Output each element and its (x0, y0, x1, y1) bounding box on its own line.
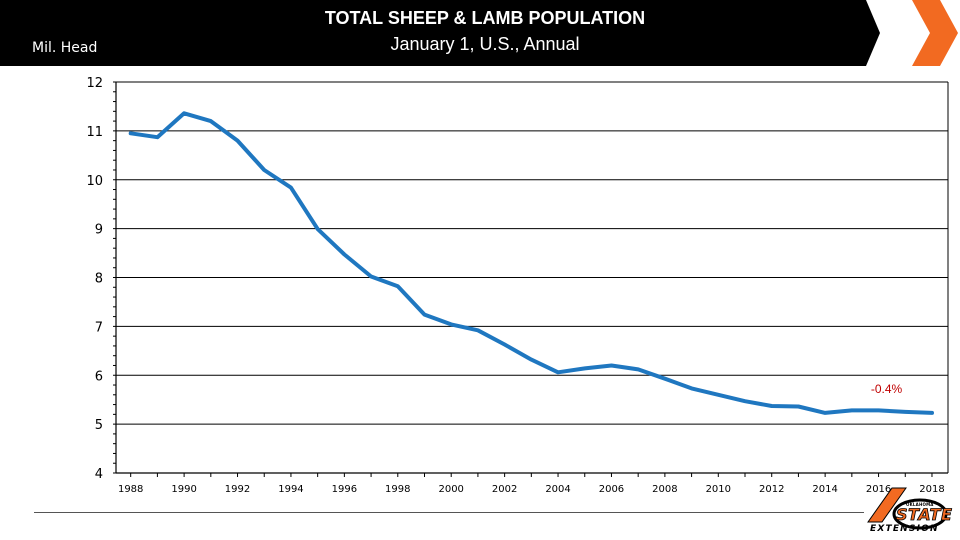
header-black-band (0, 0, 880, 66)
x-tick-label: 1990 (171, 484, 196, 495)
logo-mark (867, 487, 948, 530)
x-tick-label: 2000 (438, 484, 463, 495)
logo-sub-text: EXTENSION (870, 524, 939, 534)
x-tick-label: 2004 (545, 484, 570, 495)
next-chevron-icon[interactable] (912, 0, 958, 66)
x-tick-label: 2002 (492, 484, 517, 495)
y-tick-label: 8 (95, 272, 103, 287)
x-tick-label: 2014 (812, 484, 837, 495)
x-tick-label: 2006 (599, 484, 624, 495)
x-tick-label: 1992 (225, 484, 250, 495)
logo-top-text: OKLAHOMA (906, 502, 934, 507)
change-annotation: -0.4% (871, 382, 903, 396)
y-tick-label: 11 (86, 125, 103, 140)
y-tick-label: 9 (95, 223, 103, 238)
x-tick-label: 2018 (919, 484, 944, 495)
x-tick-label: 2008 (652, 484, 677, 495)
oklahoma-state-extension-logo: OKLAHOMA STATE EXTENSION (862, 482, 954, 538)
x-tick-label: 1988 (118, 484, 143, 495)
chart-subtitle: January 1, U.S., Annual (390, 34, 580, 54)
x-tick-label: 2016 (866, 484, 891, 495)
logo-word: STATE (896, 505, 953, 525)
header-bar (0, 0, 958, 66)
x-tick-label: 2010 (706, 484, 731, 495)
y-tick-label: 4 (95, 467, 103, 482)
chart-title: TOTAL SHEEP & LAMB POPULATION (324, 8, 646, 28)
y-tick-label: 5 (95, 418, 103, 433)
x-tick-label: 1994 (278, 484, 303, 495)
y-tick-label: 6 (95, 369, 103, 384)
y-tick-label: 7 (95, 320, 103, 335)
x-tick-label: 2012 (759, 484, 784, 495)
footer-rule (34, 512, 864, 513)
y-axis-unit-label: Mil. Head (32, 40, 98, 56)
x-tick-label: 1996 (332, 484, 357, 495)
series-line (128, 111, 934, 415)
y-tick-label: 10 (86, 174, 103, 189)
x-tick-label: 1998 (385, 484, 410, 495)
y-tick-label: 12 (86, 76, 103, 91)
